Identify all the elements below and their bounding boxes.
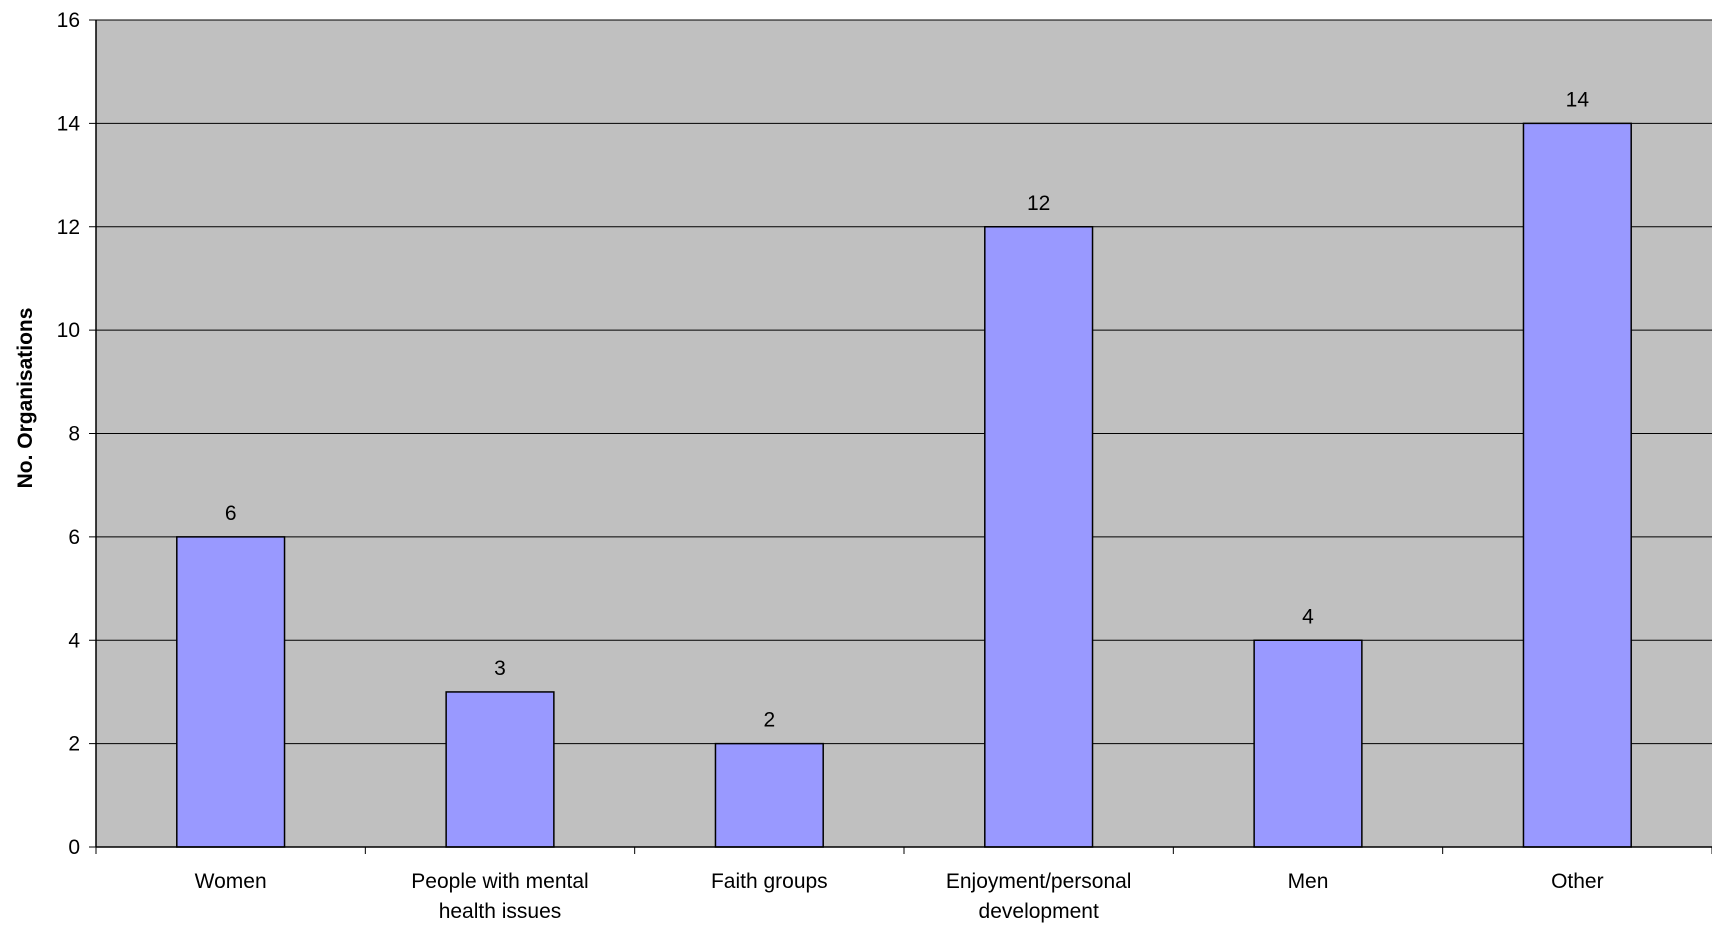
y-tick-labels: 0 2 4 6 8 10 12 14 16 (57, 9, 81, 859)
x-category-label: Faith groups (711, 870, 828, 893)
y-tick-label: 12 (57, 216, 80, 239)
x-category-label: Enjoyment/personal development (946, 870, 1132, 923)
x-category-label: Other (1551, 870, 1604, 893)
y-axis-title: No. Organisations (14, 308, 37, 489)
data-labels: 6 3 2 12 4 14 (225, 88, 1590, 731)
y-tick-label: 0 (68, 836, 80, 859)
bar (1253, 639, 1363, 848)
bar (714, 742, 824, 848)
y-tick-label: 14 (57, 112, 81, 135)
x-category-label: Women (195, 870, 267, 893)
x-category-labels: Women People with mental health issues Fait… (195, 870, 1604, 923)
gridlines (96, 19, 1712, 745)
bar (445, 691, 555, 848)
x-category-label: Men (1288, 870, 1329, 893)
data-label: 14 (1566, 88, 1590, 111)
data-label: 4 (1302, 605, 1314, 628)
y-tick-label: 10 (57, 319, 80, 342)
bar (176, 536, 286, 848)
data-label: 12 (1027, 192, 1050, 215)
axes (89, 19, 1712, 854)
y-tick-label: 16 (57, 9, 80, 32)
data-label: 2 (763, 709, 775, 732)
data-label: 6 (225, 502, 237, 525)
bars (176, 122, 1632, 848)
bar (1522, 122, 1632, 848)
y-tick-label: 2 (68, 733, 80, 756)
y-tick-label: 4 (68, 629, 80, 652)
x-category-label: People with mental health issues (411, 870, 588, 923)
y-tick-label: 8 (68, 423, 80, 446)
y-tick-label: 6 (68, 526, 80, 549)
bar (984, 226, 1094, 848)
data-label: 3 (494, 657, 506, 680)
